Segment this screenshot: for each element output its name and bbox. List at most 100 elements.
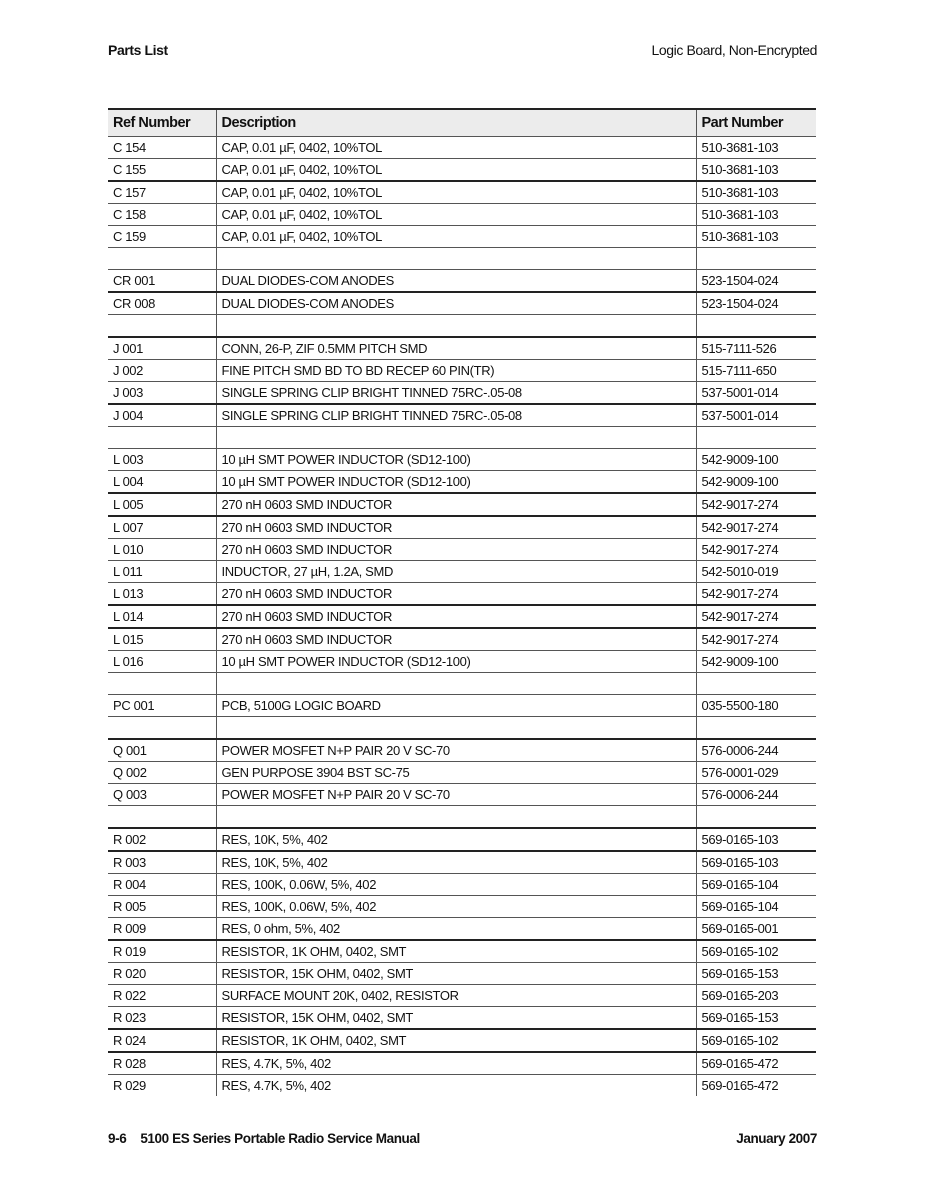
description-cell: CAP, 0.01 µF, 0402, 10%TOL: [215, 180, 696, 204]
ref-number-cell: L 003: [108, 448, 216, 471]
description-cell: FINE PITCH SMD BD TO BD RECEP 60 PIN(TR): [215, 359, 696, 382]
manual-title: 5100 ES Series Portable Radio Service Ma…: [140, 1131, 420, 1146]
table-row: R 024 RESISTOR, 1K OHM, 0402, SMT 569-0165…: [108, 1028, 816, 1052]
description-cell: GEN PURPOSE 3904 BST SC-75: [215, 761, 696, 784]
table-spacer-row: [108, 314, 816, 337]
table-row: C 158 CAP, 0.01 µF, 0402, 10%TOL 510-3681-…: [108, 203, 816, 226]
description-cell: RESISTOR, 1K OHM, 0402, SMT: [215, 1028, 696, 1052]
description-cell: RES, 100K, 0.06W, 5%, 402: [215, 873, 696, 896]
description-cell: RES, 100K, 0.06W, 5%, 402: [215, 895, 696, 918]
table-row: R 023 RESISTOR, 15K OHM, 0402, SMT 569-016…: [108, 1006, 816, 1029]
part-number-cell: 569-0165-102: [695, 939, 816, 963]
description-cell: 270 nH 0603 SMD INDUCTOR: [215, 492, 696, 516]
description-cell: RES, 10K, 5%, 402: [215, 850, 696, 874]
table-row: R 005 RES, 100K, 0.06W, 5%, 402 569-0165-1…: [108, 895, 816, 918]
ref-number-cell: R 004: [108, 873, 216, 896]
ref-number-cell: [108, 426, 216, 449]
part-number-cell: 569-0165-472: [695, 1074, 816, 1096]
description-cell: 270 nH 0603 SMD INDUCTOR: [215, 515, 696, 539]
part-number-cell: 569-0165-103: [695, 827, 816, 851]
part-number-cell: 542-9017-274: [695, 492, 816, 516]
ref-number-cell: [108, 716, 216, 739]
part-number-cell: 569-0165-203: [695, 984, 816, 1007]
table-spacer-row: [108, 672, 816, 695]
ref-number-cell: C 154: [108, 136, 216, 159]
part-number-cell: 515-7111-526: [695, 336, 816, 360]
table-row: R 003 RES, 10K, 5%, 402 569-0165-103: [108, 850, 816, 874]
table-row: Q 001 POWER MOSFET N+P PAIR 20 V SC-70 576…: [108, 738, 816, 762]
ref-number-cell: L 011: [108, 560, 216, 583]
part-number-cell: 569-0165-001: [695, 917, 816, 940]
description-cell: RES, 0 ohm, 5%, 402: [215, 917, 696, 940]
part-number-cell: 035-5500-180: [695, 694, 816, 717]
parts-table: Ref Number Description Part Number C 154…: [108, 108, 816, 1096]
ref-number-cell: R 029: [108, 1074, 216, 1096]
table-row: CR 001 DUAL DIODES-COM ANODES 523-1504-024: [108, 269, 816, 292]
table-row: L 014 270 nH 0603 SMD INDUCTOR 542-9017-27…: [108, 604, 816, 628]
description-cell: RESISTOR, 15K OHM, 0402, SMT: [215, 962, 696, 985]
description-cell: POWER MOSFET N+P PAIR 20 V SC-70: [215, 783, 696, 806]
description-cell: INDUCTOR, 27 µH, 1.2A, SMD: [215, 560, 696, 583]
table-row: R 019 RESISTOR, 1K OHM, 0402, SMT 569-0165…: [108, 939, 816, 963]
table-row: L 016 10 µH SMT POWER INDUCTOR (SD12-100)…: [108, 650, 816, 673]
ref-number-cell: [108, 805, 216, 828]
description-cell: 10 µH SMT POWER INDUCTOR (SD12-100): [215, 650, 696, 673]
table-row: R 009 RES, 0 ohm, 5%, 402 569-0165-001: [108, 917, 816, 940]
description-cell: 270 nH 0603 SMD INDUCTOR: [215, 582, 696, 605]
table-row: R 022 SURFACE MOUNT 20K, 0402, RESISTOR 56…: [108, 984, 816, 1007]
table-row: C 157 CAP, 0.01 µF, 0402, 10%TOL 510-3681-…: [108, 180, 816, 204]
description-cell: [215, 247, 696, 270]
part-number-cell: 523-1504-024: [695, 291, 816, 315]
part-number-cell: 510-3681-103: [695, 158, 816, 181]
part-number-cell: 542-5010-019: [695, 560, 816, 583]
description-cell: RES, 4.7K, 5%, 402: [215, 1074, 696, 1096]
description-cell: 10 µH SMT POWER INDUCTOR (SD12-100): [215, 470, 696, 493]
ref-number-cell: C 159: [108, 225, 216, 248]
table-row: R 020 RESISTOR, 15K OHM, 0402, SMT 569-016…: [108, 962, 816, 985]
ref-number-cell: [108, 672, 216, 695]
table-row: L 015 270 nH 0603 SMD INDUCTOR 542-9017-27…: [108, 627, 816, 651]
ref-number-cell: R 020: [108, 962, 216, 985]
table-row: L 013 270 nH 0603 SMD INDUCTOR 542-9017-27…: [108, 582, 816, 605]
ref-number-cell: R 019: [108, 939, 216, 963]
table-row: L 004 10 µH SMT POWER INDUCTOR (SD12-100)…: [108, 470, 816, 493]
table-spacer-row: [108, 247, 816, 270]
ref-number-cell: R 009: [108, 917, 216, 940]
table-body: C 154 CAP, 0.01 µF, 0402, 10%TOL 510-3681-…: [108, 136, 816, 1096]
table-row: J 003 SINGLE SPRING CLIP BRIGHT TINNED 75…: [108, 381, 816, 404]
table-row: L 010 270 nH 0603 SMD INDUCTOR 542-9017-27…: [108, 538, 816, 561]
part-number-cell: 510-3681-103: [695, 225, 816, 248]
description-cell: SINGLE SPRING CLIP BRIGHT TINNED 75RC-.0…: [215, 403, 696, 427]
ref-number-cell: R 002: [108, 827, 216, 851]
part-number-cell: [695, 247, 816, 270]
part-number-cell: 569-0165-153: [695, 1006, 816, 1029]
ref-number-cell: L 013: [108, 582, 216, 605]
description-cell: RES, 10K, 5%, 402: [215, 827, 696, 851]
description-cell: 270 nH 0603 SMD INDUCTOR: [215, 627, 696, 651]
part-number-cell: 542-9017-274: [695, 604, 816, 628]
ref-number-cell: L 015: [108, 627, 216, 651]
description-cell: CAP, 0.01 µF, 0402, 10%TOL: [215, 158, 696, 181]
table-row: C 154 CAP, 0.01 µF, 0402, 10%TOL 510-3681-…: [108, 136, 816, 159]
description-cell: PCB, 5100G LOGIC BOARD: [215, 694, 696, 717]
ref-number-cell: L 014: [108, 604, 216, 628]
part-number-cell: 542-9017-274: [695, 515, 816, 539]
table-row: J 004 SINGLE SPRING CLIP BRIGHT TINNED 75…: [108, 403, 816, 427]
table-row: J 001 CONN, 26-P, ZIF 0.5MM PITCH SMD 515-…: [108, 336, 816, 360]
ref-number-cell: L 005: [108, 492, 216, 516]
table-spacer-row: [108, 426, 816, 449]
part-number-cell: 569-0165-103: [695, 850, 816, 874]
part-number-cell: [695, 716, 816, 739]
publication-date: January 2007: [736, 1131, 817, 1146]
ref-number-cell: R 028: [108, 1051, 216, 1075]
ref-number-cell: R 003: [108, 850, 216, 874]
description-cell: [215, 805, 696, 828]
part-number-cell: 569-0165-102: [695, 1028, 816, 1052]
description-cell: [215, 314, 696, 337]
part-number-cell: 576-0006-244: [695, 738, 816, 762]
table-row: L 011 INDUCTOR, 27 µH, 1.2A, SMD 542-5010-…: [108, 560, 816, 583]
table-row: R 002 RES, 10K, 5%, 402 569-0165-103: [108, 827, 816, 851]
part-number-cell: 537-5001-014: [695, 381, 816, 404]
part-number-cell: 542-9009-100: [695, 448, 816, 471]
part-number-cell: [695, 672, 816, 695]
